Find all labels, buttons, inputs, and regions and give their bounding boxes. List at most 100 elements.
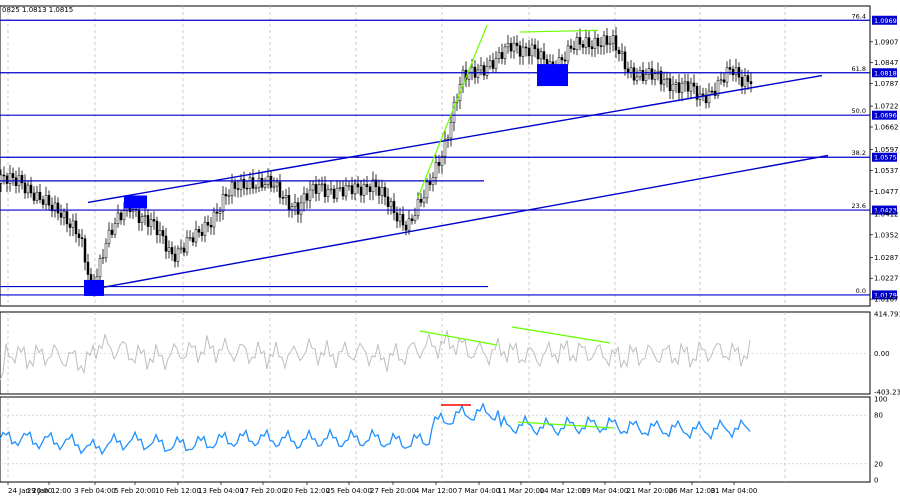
candle-bear: [374, 179, 378, 188]
candle-bull: [521, 46, 525, 57]
candle-bear: [368, 186, 372, 192]
price-axis-label: 1.0907: [874, 38, 899, 46]
divergence-line-cci: [511, 326, 611, 344]
candle-bull: [8, 173, 12, 184]
candle-bull: [425, 181, 429, 199]
candle-bull: [302, 193, 306, 204]
price-axis-label: 1.0477: [874, 188, 899, 196]
candle-bear: [605, 35, 609, 45]
candle-bear: [182, 247, 186, 253]
candle-bull: [494, 58, 498, 69]
candle-bull: [413, 215, 417, 221]
candle-bull: [506, 43, 510, 48]
candle-bear: [41, 199, 45, 205]
price-tag-label: 1.0423: [874, 207, 897, 215]
candle-bear: [14, 177, 18, 186]
candle-bear: [722, 79, 726, 83]
candle-bull: [53, 202, 57, 212]
candle-bear: [152, 219, 156, 222]
candle-bull: [347, 185, 351, 187]
candle-bull: [416, 198, 420, 216]
price-axis-label: 1.0787: [874, 80, 899, 88]
fib-level-label: 50.0: [852, 107, 866, 115]
candle-bull: [158, 230, 162, 236]
candle-bear: [20, 175, 24, 184]
candle-bear: [269, 175, 273, 188]
candle-bull: [263, 184, 267, 188]
candle-bear: [527, 47, 531, 57]
price-tag: [872, 152, 897, 162]
candle-bear: [404, 224, 408, 231]
candle-bear: [74, 220, 78, 235]
candle-bull: [107, 229, 111, 244]
fib-level-label: 23.6: [852, 202, 866, 210]
stochastic-axis-label: 100: [874, 396, 887, 404]
candle-bear: [197, 229, 201, 233]
candle-bear: [563, 59, 567, 62]
candle-bull: [539, 51, 543, 60]
candle-bear: [32, 192, 36, 201]
candle-bear: [215, 211, 219, 214]
candle-bear: [401, 214, 405, 226]
candle-bear: [59, 212, 63, 218]
time-axis-label: 17 Feb 20:00: [240, 487, 286, 495]
candle-bear: [119, 212, 123, 221]
candle-bull: [593, 37, 597, 49]
signal-marker-box: [537, 64, 568, 87]
candle-bull: [476, 69, 480, 78]
candle-bull: [467, 72, 471, 80]
candle-bull: [584, 37, 588, 48]
candle-bear: [332, 188, 336, 199]
candle-bear: [200, 231, 204, 236]
price-axis-label: 1.0847: [874, 59, 899, 67]
candle-bull: [449, 122, 453, 139]
candle-bull: [674, 82, 678, 85]
price-tag-label: 1.0969: [874, 17, 897, 25]
candle-bear: [542, 51, 546, 60]
candle-bear: [29, 184, 33, 194]
divergence-line-price: [417, 24, 488, 198]
candle-bear: [23, 182, 27, 194]
price-axis-label: 1.0722: [874, 103, 899, 111]
time-axis-label: 26 Mar 12:00: [669, 487, 716, 495]
candle-bull: [254, 187, 258, 190]
candle-bull: [44, 195, 48, 205]
price-tag: [872, 290, 897, 300]
candle-bear: [65, 211, 69, 225]
candle-bear: [617, 49, 621, 55]
candle-bull: [62, 211, 66, 218]
candle-bear: [596, 37, 600, 46]
candle-bull: [512, 42, 516, 52]
time-axis-label: 13 Feb 04:00: [198, 487, 244, 495]
time-axis-label: 10 Feb 12:00: [155, 487, 201, 495]
price-tag: [872, 110, 897, 120]
candle-bull: [653, 73, 657, 80]
candle-bear: [572, 48, 576, 50]
candle-bear: [56, 202, 60, 214]
candle-bull: [611, 35, 615, 44]
candle-bear: [206, 221, 210, 226]
time-axis-label: 20 Feb 12:00: [284, 487, 330, 495]
price-axis: 1.09691.09071.08471.08181.07871.07221.06…: [870, 15, 899, 304]
candle-bear: [170, 247, 174, 255]
candle-bear: [599, 45, 603, 47]
candle-bear: [11, 173, 15, 179]
candle-bear: [2, 174, 6, 177]
time-axis-label: 3 Feb 04:00: [74, 487, 115, 495]
cci-axis-label: 0.00: [874, 350, 890, 358]
candle-bull: [497, 52, 501, 59]
candle-bear: [314, 184, 318, 194]
time-axis-label: 5 Feb 20:00: [114, 487, 155, 495]
price-tag-label: 1.0575: [874, 154, 897, 162]
candle-bear: [677, 82, 681, 93]
candle-bull: [335, 188, 339, 199]
candle-bear: [5, 175, 9, 184]
candle-bull: [212, 211, 216, 228]
candle-bear: [515, 42, 519, 46]
cci-line: [0, 330, 751, 380]
candle-bull: [434, 162, 438, 178]
candle-bear: [287, 195, 291, 210]
stochastic-axis-label: 80: [874, 412, 883, 420]
time-axis-label: 24 Jan 20:00: [8, 487, 52, 495]
